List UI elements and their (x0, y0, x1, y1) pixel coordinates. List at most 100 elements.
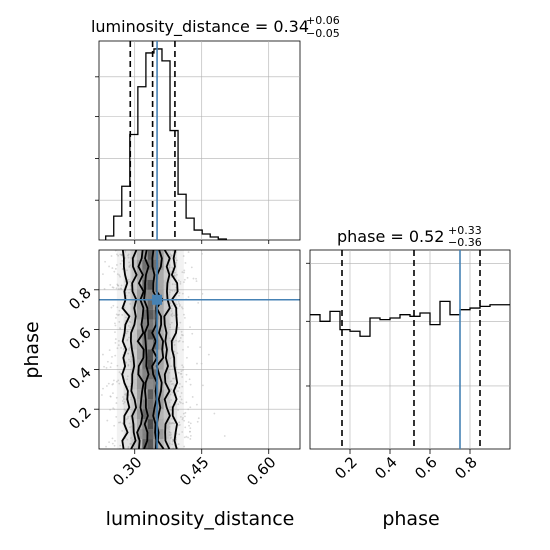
scatter-point (115, 396, 118, 399)
scatter-point (176, 352, 179, 355)
scatter-point (182, 366, 185, 369)
x-axis-label-phase: phase (382, 508, 439, 530)
scatter-point (172, 250, 175, 253)
scatter-point (171, 417, 173, 420)
scatter-point (120, 284, 123, 287)
scatter-point (116, 253, 118, 256)
panel-frame (309, 249, 511, 450)
density-cell (158, 269, 164, 280)
scatter-point (113, 270, 116, 273)
phase-title-main: phase = 0.52 (337, 227, 444, 246)
scatter-point (188, 378, 191, 381)
density-cell (158, 419, 164, 430)
density-cell (131, 279, 137, 290)
scatter-point (173, 384, 176, 387)
y-tick-label: 0.8 (65, 284, 95, 314)
density-cell (153, 329, 159, 340)
scatter-point (122, 396, 124, 398)
scatter-point (127, 363, 130, 366)
density-cell (158, 429, 164, 440)
density-cell (158, 329, 164, 340)
scatter-point (125, 418, 128, 421)
scatter-point (109, 395, 112, 398)
scatter-point (182, 412, 185, 415)
scatter-point (115, 264, 118, 266)
scatter-point (123, 401, 126, 403)
scatter-point (111, 267, 114, 269)
scatter-point (129, 326, 132, 329)
scatter-point (128, 394, 130, 396)
scatter-point (183, 281, 185, 284)
density-cell (163, 359, 170, 370)
scatter-point (180, 333, 183, 336)
density-cell (158, 399, 164, 410)
x-tick-label: 0.60 (243, 453, 279, 489)
density-cell (136, 269, 143, 280)
scatter-point (124, 409, 127, 412)
scatter-point (183, 313, 185, 316)
contour-line (136, 250, 145, 449)
scatter-point (114, 322, 116, 325)
scatter-point (202, 384, 204, 387)
scatter-point (181, 385, 184, 388)
scatter-point (187, 251, 190, 253)
scatter-point (179, 321, 182, 324)
scatter-point (183, 316, 186, 319)
scatter-point (169, 337, 171, 340)
density-cell (131, 259, 137, 270)
scatter-point (116, 273, 119, 276)
scatter-point (177, 443, 180, 445)
scatter-point (118, 309, 121, 312)
scatter-point (169, 406, 171, 409)
scatter-point (174, 283, 177, 286)
scatter-point (170, 365, 173, 368)
scatter-point (114, 342, 117, 344)
scatter-point (102, 273, 104, 275)
scatter-point (169, 434, 171, 437)
scatter-point (114, 338, 117, 340)
density-cell (131, 389, 137, 400)
scatter-point (173, 422, 176, 425)
scatter-point (183, 278, 186, 281)
scatter-point (197, 301, 200, 304)
x-tick-label: 0.6 (411, 453, 441, 483)
scatter-point (121, 259, 124, 262)
scatter-point (182, 348, 184, 351)
scatter-point (129, 360, 132, 363)
density-cell (131, 379, 137, 390)
scatter-point (200, 362, 203, 365)
scatter-point (171, 356, 174, 359)
scatter-point (123, 306, 126, 309)
scatter-point (184, 411, 187, 414)
scatter-point (118, 288, 120, 290)
scatter-point (128, 320, 131, 323)
scatter-point (171, 312, 174, 315)
scatter-point (128, 261, 131, 264)
density-cell (136, 289, 143, 300)
scatter-point (128, 266, 131, 268)
scatter-point (84, 400, 86, 402)
scatter-point (128, 347, 131, 350)
scatter-point (185, 401, 188, 404)
scatter-point (178, 400, 181, 403)
scatter-point (178, 302, 181, 305)
density-cell (158, 369, 164, 380)
scatter-point (108, 265, 110, 268)
scatter-point (181, 271, 184, 273)
scatter-point (171, 391, 174, 394)
scatter-point (122, 402, 125, 405)
scatter-point (174, 261, 177, 264)
scatter-point (116, 306, 119, 309)
scatter-point (180, 392, 183, 394)
scatter-point (201, 292, 204, 295)
scatter-point (83, 431, 85, 433)
density-cell (153, 339, 159, 350)
scatter-point (181, 418, 184, 421)
scatter-point (169, 302, 172, 305)
scatter-point (192, 277, 195, 280)
density-cell (158, 359, 164, 370)
scatter-point (126, 339, 129, 342)
density-cell (131, 399, 137, 410)
scatter-point (189, 326, 191, 329)
density-cell (153, 359, 159, 370)
